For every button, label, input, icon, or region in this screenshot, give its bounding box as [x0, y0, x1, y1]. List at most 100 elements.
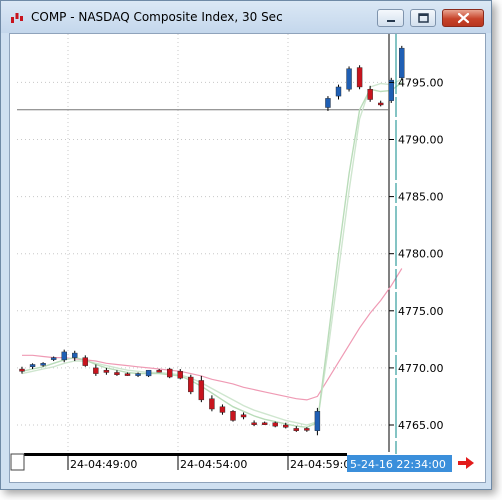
candle-body: [124, 373, 131, 376]
candle-body: [219, 406, 226, 413]
candle: [166, 367, 173, 379]
x-tick-label: 24-04:54:00: [180, 458, 247, 471]
crosshair-date-box: [347, 455, 452, 472]
candle: [346, 66, 352, 92]
candle-body: [346, 68, 352, 90]
candle-body: [304, 428, 310, 431]
candle: [293, 426, 299, 432]
ma-slow-line: [22, 268, 403, 401]
candle: [314, 407, 321, 436]
candle-body: [61, 351, 67, 361]
scroll-start-box[interactable]: [10, 453, 25, 471]
candle-body: [283, 424, 289, 428]
x-tick-label: 24-04:59:00: [290, 458, 357, 471]
y-axis-labels: 4765.00 4770.00 4775.00 4780.00 4785.00 4790.…: [389, 76, 444, 432]
candle-body: [388, 79, 394, 101]
candle: [261, 421, 268, 425]
x-tick-label: 24-04:49:00: [70, 458, 137, 471]
candle: [145, 369, 152, 378]
minimize-icon: [387, 20, 395, 22]
candle-body: [335, 86, 342, 97]
candle-body: [230, 411, 236, 421]
candle: [72, 350, 78, 362]
candle: [19, 366, 25, 374]
candle-body: [378, 102, 384, 106]
candle: [198, 375, 205, 403]
candle: [335, 84, 342, 100]
candle-body: [72, 352, 78, 358]
window-title: COMP - NASDAQ Composite Index, 30 Sec: [31, 10, 283, 24]
candle: [135, 372, 141, 378]
close-icon: [457, 12, 470, 24]
candle-body: [93, 367, 99, 374]
candle: [378, 100, 384, 107]
candle: [61, 349, 67, 363]
candle-body: [156, 369, 162, 373]
minimize-button[interactable]: [377, 9, 404, 27]
candle-body: [261, 422, 268, 425]
chart-window: COMP - NASDAQ Composite Index, 30 Sec 47…: [0, 0, 492, 490]
candle: [124, 372, 131, 376]
maximize-button[interactable]: [410, 9, 436, 27]
candle: [325, 96, 331, 111]
candlestick-chart[interactable]: 4765.00 4770.00 4775.00 4780.00 4785.00 4790.…: [10, 34, 485, 482]
candle: [272, 421, 278, 428]
candle: [367, 85, 373, 102]
maximize-icon: [418, 13, 429, 23]
chart-area[interactable]: 4765.00 4770.00 4775.00 4780.00 4785.00 4790.…: [9, 33, 486, 483]
candle: [240, 412, 247, 420]
candle: [304, 427, 310, 432]
candle: [283, 422, 289, 429]
y-tick-label: 4790.00: [398, 134, 444, 147]
candle: [40, 362, 46, 367]
y-tick-label: 4795.00: [398, 76, 444, 89]
crosshair-date-label: 5-24-16 22:34:00: [350, 458, 446, 471]
candles: [19, 45, 405, 436]
horizontal-scrollbar-track[interactable]: [24, 453, 347, 456]
candle: [156, 369, 162, 373]
candle-body: [367, 89, 373, 100]
close-button[interactable]: [442, 9, 484, 27]
y-tick-label: 4775.00: [398, 305, 444, 318]
candle: [209, 395, 215, 412]
candle: [399, 45, 405, 81]
y-tick-label: 4765.00: [398, 419, 444, 432]
candle-body: [251, 422, 257, 425]
y-tick-label: 4785.00: [398, 191, 444, 204]
ma-medium-line: [21, 78, 403, 426]
candle: [82, 355, 89, 367]
scroll-right-arrow-icon[interactable]: [458, 457, 474, 469]
candle-body: [272, 422, 278, 427]
candle-body: [19, 368, 25, 372]
candle-body: [209, 398, 215, 410]
moving-averages: [21, 78, 403, 429]
candle-body: [240, 414, 247, 418]
candle: [388, 77, 394, 103]
candlestick-app-icon: [11, 13, 23, 23]
candle-body: [82, 357, 89, 366]
candle-body: [325, 98, 331, 108]
title-bar[interactable]: COMP - NASDAQ Composite Index, 30 Sec: [1, 1, 491, 33]
candle-body: [40, 363, 46, 366]
y-tick-label: 4780.00: [398, 248, 444, 261]
candle: [251, 420, 257, 427]
candle-body: [114, 372, 120, 375]
candle-body: [188, 376, 194, 393]
grid-lines: [17, 34, 389, 452]
x-axis-labels: 24-04:49:00 24-04:54:00 24-04:59:00: [67, 453, 357, 471]
candle: [219, 404, 226, 415]
y-tick-label: 4770.00: [398, 362, 444, 375]
candle: [188, 374, 194, 395]
candle-body: [50, 357, 57, 360]
candle: [114, 370, 120, 376]
candle-body: [399, 47, 405, 79]
candle-body: [29, 364, 36, 367]
candle-body: [314, 411, 321, 431]
candle: [356, 65, 363, 90]
candle-body: [135, 373, 141, 376]
candle: [93, 364, 99, 376]
candle: [103, 367, 110, 375]
candle-body: [177, 371, 183, 379]
candle: [29, 363, 36, 370]
ma-fast-line: [21, 81, 403, 429]
